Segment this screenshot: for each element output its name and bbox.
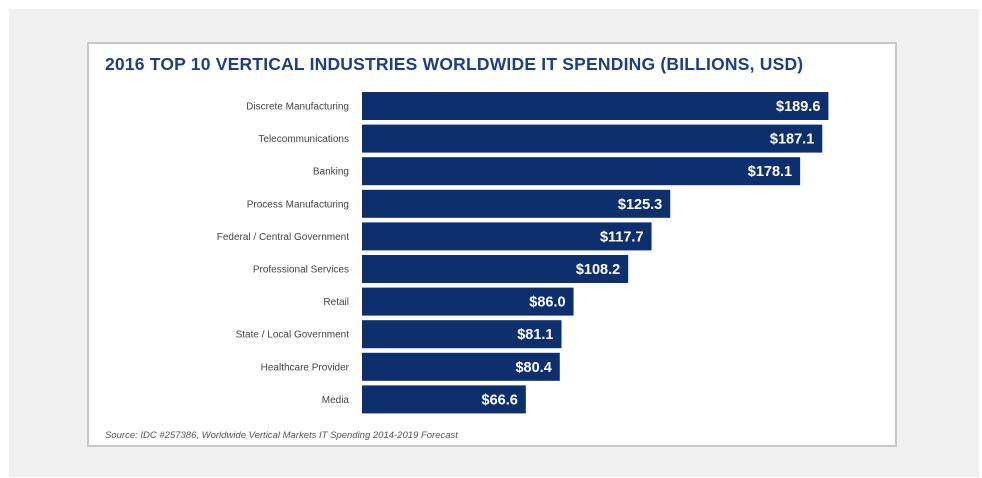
- category-label-5: Professional Services: [253, 265, 349, 276]
- bar-2: [362, 157, 801, 186]
- value-label-8: $80.4: [515, 360, 551, 376]
- category-label-6: Retail: [323, 297, 349, 308]
- category-label-4: Federal / Central Government: [217, 232, 350, 243]
- category-label-9: Media: [322, 395, 350, 406]
- value-label-3: $125.3: [618, 197, 662, 213]
- value-label-6: $86.0: [529, 295, 565, 311]
- category-label-3: Process Manufacturing: [247, 199, 349, 210]
- value-label-2: $178.1: [748, 164, 792, 180]
- source-note: Source: IDC #257386, Worldwide Vertical …: [105, 430, 458, 441]
- value-label-9: $66.6: [482, 392, 518, 408]
- value-label-0: $189.6: [776, 99, 820, 115]
- chart-card: 2016 TOP 10 VERTICAL INDUSTRIES WORLDWID…: [87, 42, 897, 447]
- bar-9: [362, 385, 526, 414]
- bar-8: [362, 352, 560, 381]
- value-label-5: $108.2: [576, 262, 620, 278]
- bar-1: [362, 124, 823, 153]
- bar-5: [362, 255, 629, 283]
- value-label-7: $81.1: [517, 327, 553, 343]
- category-label-0: Discrete Manufacturing: [246, 102, 349, 113]
- bar-0: [362, 92, 829, 120]
- category-label-7: State / Local Government: [236, 330, 350, 341]
- value-label-1: $187.1: [770, 132, 814, 148]
- bar-chart: Discrete Manufacturing $189.6 Telecommunic…: [217, 92, 829, 414]
- bar-4: [362, 222, 652, 251]
- bar-7: [362, 320, 562, 349]
- category-label-1: Telecommunications: [258, 134, 349, 145]
- category-label-8: Healthcare Provider: [261, 362, 350, 373]
- chart-title: 2016 TOP 10 VERTICAL INDUSTRIES WORLDWID…: [105, 54, 804, 74]
- bar-3: [362, 189, 671, 218]
- bar-6: [362, 287, 574, 316]
- value-label-4: $117.7: [600, 229, 644, 245]
- category-label-2: Banking: [313, 167, 349, 178]
